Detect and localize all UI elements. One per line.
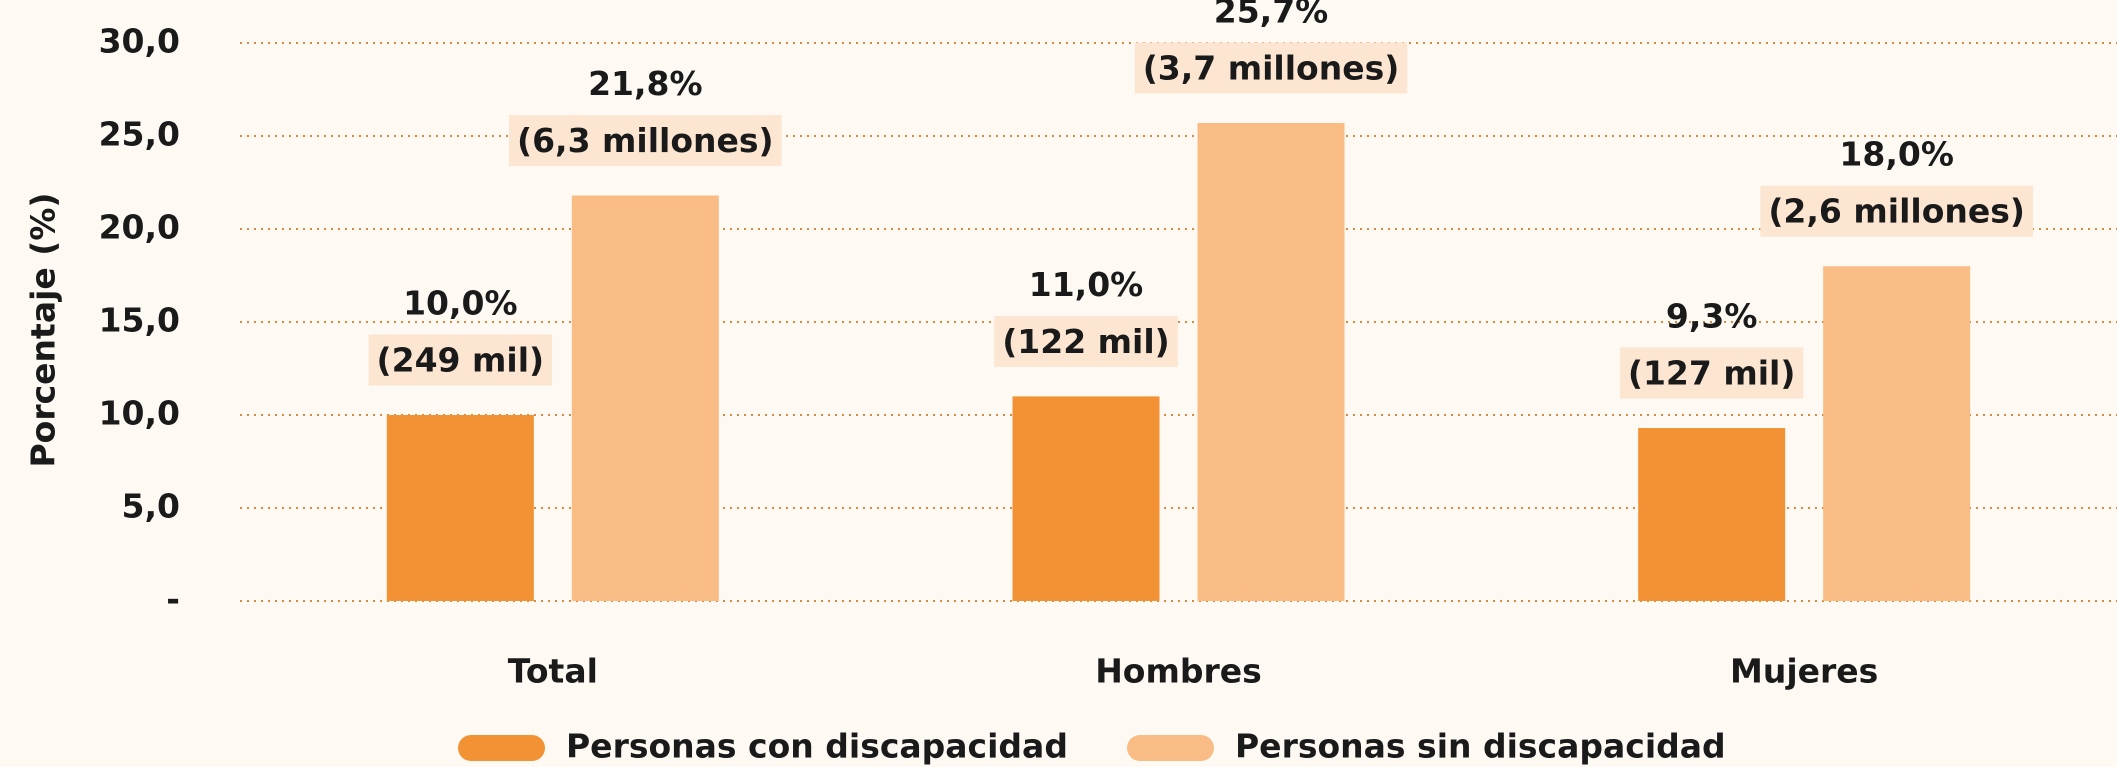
x-tick-label: Mujeres [1730, 652, 1878, 691]
bar [1012, 396, 1160, 601]
y-tick-label: 20,0 [99, 208, 180, 247]
y-tick-label: - [166, 580, 180, 619]
y-tick-label: 10,0 [99, 394, 180, 433]
data-label: 10,0% [403, 284, 518, 323]
data-label-group: (3,7 millones) [1134, 42, 1408, 94]
y-tick-label: 25,0 [99, 115, 180, 154]
y-axis-label: Porcentaje (%) [24, 192, 63, 467]
data-label: 25,7% [1214, 0, 1329, 30]
data-label-background [994, 315, 1178, 367]
data-label-group: (122 mil) [994, 315, 1178, 367]
bar [571, 195, 719, 601]
y-tick-label: 30,0 [99, 22, 180, 61]
data-label: (2,6 millones) [1768, 192, 2025, 231]
data-label: (3,7 millones) [1143, 48, 1400, 87]
x-tick-label: Total [508, 652, 598, 691]
data-label: (6,3 millones) [517, 121, 774, 160]
data-label: 9,3% [1666, 297, 1758, 336]
data-label-group: (127 mil) [1619, 347, 1804, 399]
bar [386, 415, 534, 601]
bar [1197, 122, 1345, 601]
data-label: 18,0% [1839, 135, 1954, 174]
data-label: 21,8% [588, 64, 703, 103]
data-label: (122 mil) [1002, 322, 1170, 361]
data-label-group: (6,3 millones) [509, 115, 782, 167]
bar [1638, 428, 1786, 601]
data-label-background [1760, 185, 2033, 237]
data-label-background [509, 115, 782, 167]
data-label: (249 mil) [377, 341, 545, 380]
data-label-background [1619, 347, 1804, 399]
legend-label: Personas sin discapacidad [1235, 727, 1726, 766]
data-label-group: (249 mil) [368, 334, 553, 386]
data-label-background [368, 334, 553, 386]
x-tick-label: Hombres [1095, 652, 1262, 691]
legend-swatch [1127, 735, 1214, 761]
y-tick-label: 15,0 [99, 301, 180, 340]
bar [1823, 266, 1971, 601]
legend-swatch [458, 735, 545, 761]
legend-label: Personas con discapacidad [566, 727, 1068, 766]
data-label-group: (2,6 millones) [1760, 185, 2033, 237]
data-label-background [1134, 42, 1408, 94]
y-tick-label: 5,0 [122, 487, 180, 526]
data-label: 11,0% [1029, 265, 1144, 304]
data-label: (127 mil) [1628, 354, 1796, 393]
